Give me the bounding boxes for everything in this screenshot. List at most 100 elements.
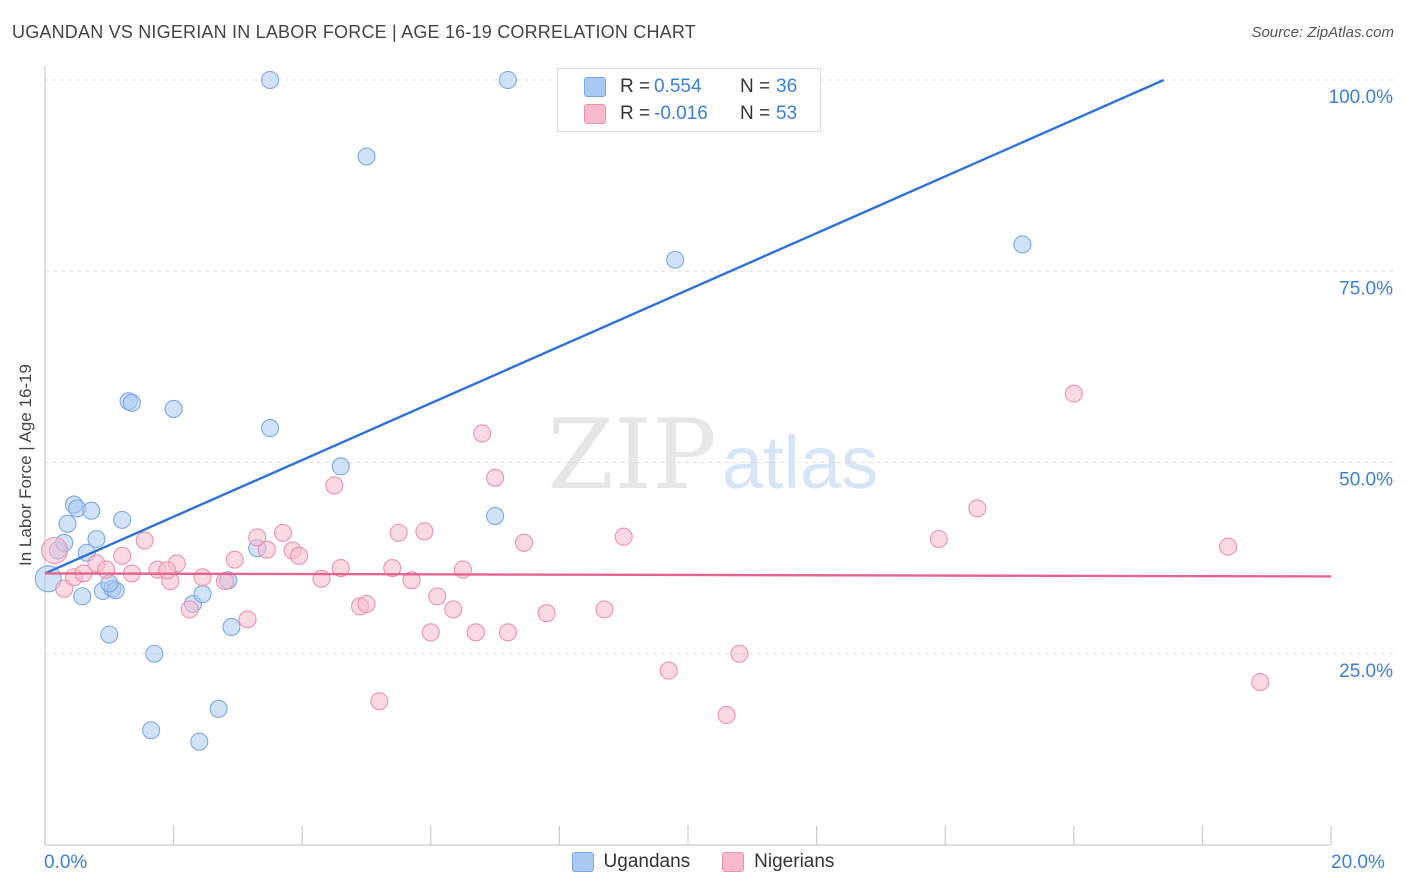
nigerians-point (444, 600, 463, 619)
legend-swatch-nigerians (722, 852, 745, 872)
chart-title: UGANDAN VS NIGERIAN IN LABOR FORCE | AGE… (12, 22, 696, 42)
nigerians-point (929, 529, 948, 549)
nigerians-point (1064, 384, 1083, 403)
series-legend: Ugandans Nigerians (0, 851, 1406, 873)
x-tick-label-min: 0.0% (44, 852, 88, 873)
nigerians-point (41, 536, 69, 565)
nigerians-point (498, 623, 518, 642)
ugandans-point (260, 70, 280, 90)
nigerians-point (1219, 537, 1238, 556)
x-tick-label-max: 20.0% (1331, 852, 1385, 873)
nigerians-point (257, 540, 276, 559)
watermark: ZIP atlas (547, 399, 878, 511)
nigerians-point (331, 559, 350, 578)
ugandans-point (142, 721, 161, 740)
nigerians-point (514, 533, 534, 552)
nigerians-point (486, 468, 505, 487)
nigerians-point (135, 531, 154, 550)
ugandans-trend-line (44, 78, 1165, 575)
grid-lines (45, 79, 1394, 655)
watermark-zip: ZIP (547, 399, 716, 511)
legend-label-ugandans: Ugandans (603, 851, 691, 872)
legend-n-label: N = (740, 103, 771, 124)
y-axis-label: In Labor Force | Age 16-19 (16, 364, 35, 566)
axes (44, 66, 1332, 846)
nigerians-point (614, 527, 633, 546)
watermark-atlas: atlas (722, 421, 878, 504)
nigerians-point (357, 594, 376, 614)
nigerians-point (180, 600, 199, 619)
ugandans-point (357, 147, 376, 166)
ugandans-point (164, 399, 183, 419)
ugandans-point (486, 506, 505, 526)
legend-row-nigerians: R = -0.016 N = 53 (584, 102, 797, 126)
nigerians-point (289, 546, 309, 565)
nigerians-point (97, 560, 116, 579)
legend-label-nigerians: Nigerians (754, 851, 835, 872)
nigerians-point (402, 571, 421, 590)
legend-r-value: -0.016 (654, 103, 708, 124)
ugandans-point (331, 457, 350, 476)
legend-item-nigerians[interactable]: Nigerians (722, 851, 834, 873)
ugandans-point (498, 70, 518, 90)
legend-swatch-ugandans (584, 77, 606, 97)
nigerians-point (225, 550, 244, 569)
nigerians-point (325, 476, 344, 495)
nigerians-point (389, 523, 408, 542)
trend-lines (44, 78, 1332, 578)
nigerians-point (537, 604, 556, 623)
legend-n-label: N = (740, 76, 771, 97)
ugandans-point (193, 585, 212, 604)
nigerians-point (312, 569, 331, 588)
legend-r-label: R = (620, 76, 651, 97)
nigerians-point (415, 522, 434, 541)
nigerians-point (421, 623, 440, 642)
legend-n-value: 36 (776, 76, 798, 97)
nigerians-trend-line (44, 572, 1332, 578)
ugandans-point (82, 501, 101, 520)
y-tick-label: 75.0% (1339, 278, 1393, 299)
nigerians-point (659, 661, 678, 680)
nigerians-point (595, 600, 614, 619)
legend-item-ugandans[interactable]: Ugandans (571, 851, 691, 873)
nigerians-point (215, 572, 235, 591)
legend-n-value: 53 (776, 103, 798, 124)
y-tick-labels: 25.0% 50.0% 75.0% 100.0% (1329, 87, 1394, 682)
ugandans-point (209, 699, 228, 718)
ugandans-point (87, 529, 106, 549)
nigerians-point (370, 692, 389, 711)
ugandans-point (145, 644, 164, 663)
nigerians-point (968, 499, 987, 518)
nigerians-point (248, 528, 267, 547)
y-tick-label: 25.0% (1339, 661, 1393, 682)
correlation-legend: R = 0.554 N = 36 R = -0.016 N = 53 (557, 68, 821, 132)
nigerians-point (238, 610, 257, 629)
y-tick-label: 50.0% (1339, 470, 1393, 491)
legend-swatch-ugandans (571, 852, 594, 872)
legend-r-value: 0.554 (654, 76, 702, 97)
ugandans-point (113, 510, 132, 529)
source-label: Source: ZipAtlas.com (1251, 24, 1394, 41)
ugandans-point (58, 514, 77, 533)
ugandans-point (190, 732, 209, 751)
legend-row-ugandans: R = 0.554 N = 36 (584, 75, 797, 99)
ugandans-point (666, 250, 685, 269)
y-tick-label: 100.0% (1329, 87, 1394, 108)
ugandans-point (100, 625, 119, 644)
nigerians-point (1251, 673, 1270, 692)
nigerians-point (383, 559, 402, 578)
ugandans-point (1013, 235, 1032, 254)
nigerians-point (428, 587, 447, 606)
nigerians-point (730, 644, 749, 663)
nigerians-point (273, 523, 292, 542)
nigerians-point (466, 623, 485, 642)
ugandans-point (222, 617, 241, 637)
nigerians-point (473, 424, 492, 443)
legend-swatch-nigerians (584, 104, 606, 124)
nigerians-point (158, 561, 177, 580)
ugandans-point (73, 587, 92, 606)
legend-r-label: R = (620, 103, 651, 124)
nigerians-point (113, 546, 132, 565)
ugandans-point (122, 393, 141, 412)
